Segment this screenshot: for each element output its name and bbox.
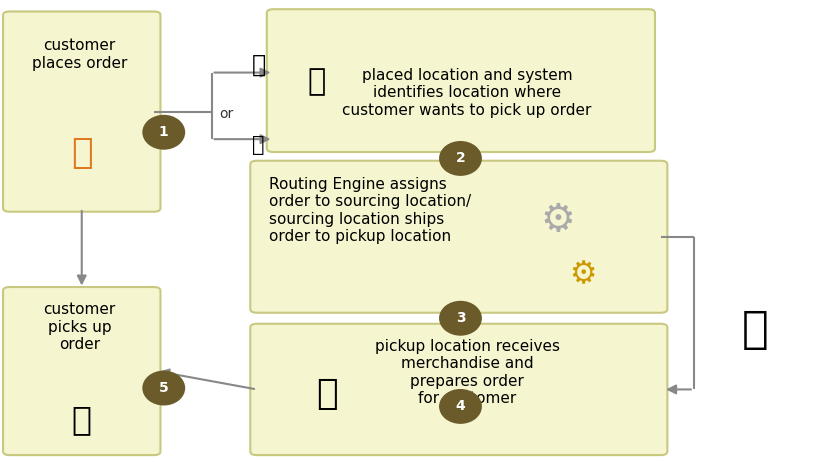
Text: 💻: 💻 xyxy=(252,134,265,155)
Ellipse shape xyxy=(439,141,482,176)
Text: 📱: 📱 xyxy=(251,52,265,76)
Text: customer
picks up
order: customer picks up order xyxy=(44,302,116,352)
Text: 5: 5 xyxy=(159,381,169,395)
FancyBboxPatch shape xyxy=(3,12,160,212)
Text: placed location and system
identifies location where
customer wants to pick up o: placed location and system identifies lo… xyxy=(342,68,592,118)
Text: 4: 4 xyxy=(456,400,466,413)
Text: 🚗: 🚗 xyxy=(72,403,92,436)
Text: 🖥: 🖥 xyxy=(307,67,325,96)
Text: or: or xyxy=(219,107,233,121)
FancyBboxPatch shape xyxy=(251,324,667,455)
Text: 2: 2 xyxy=(456,152,466,165)
Text: 3: 3 xyxy=(456,311,466,325)
Ellipse shape xyxy=(142,115,185,150)
Ellipse shape xyxy=(142,371,185,406)
FancyBboxPatch shape xyxy=(3,287,160,455)
Text: 🚚: 🚚 xyxy=(742,308,769,351)
Text: 🧑: 🧑 xyxy=(71,136,93,170)
FancyBboxPatch shape xyxy=(267,9,655,152)
Ellipse shape xyxy=(439,301,482,336)
Ellipse shape xyxy=(439,389,482,424)
Text: customer
places order: customer places order xyxy=(32,38,127,71)
Text: 🏪: 🏪 xyxy=(316,377,337,411)
Text: Routing Engine assigns
order to sourcing location/
sourcing location ships
order: Routing Engine assigns order to sourcing… xyxy=(270,177,471,244)
FancyBboxPatch shape xyxy=(251,161,667,313)
Text: 1: 1 xyxy=(159,125,169,139)
Text: pickup location receives
merchandise and
prepares order
for customer: pickup location receives merchandise and… xyxy=(375,339,560,406)
Text: ⚙: ⚙ xyxy=(569,260,596,289)
Text: ⚙: ⚙ xyxy=(540,201,575,238)
